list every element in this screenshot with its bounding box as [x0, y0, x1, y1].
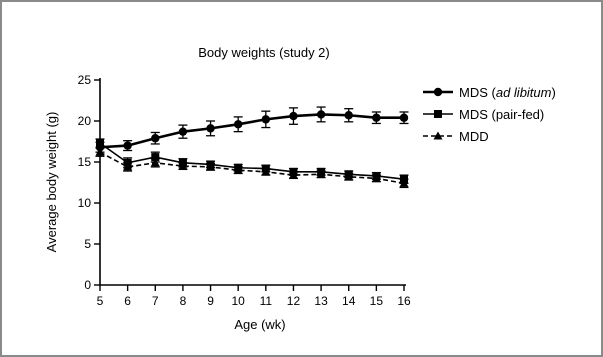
data-point — [123, 141, 132, 150]
data-point — [178, 158, 187, 167]
y-tick-label: 10 — [78, 196, 92, 210]
y-tick-label: 5 — [84, 237, 91, 251]
data-point — [400, 175, 408, 184]
data-point — [372, 113, 381, 122]
data-point — [344, 111, 353, 120]
data-point — [289, 167, 298, 176]
data-point — [123, 158, 132, 167]
x-tick-label: 9 — [207, 294, 214, 308]
x-tick-label: 14 — [342, 294, 356, 308]
legend-label-italic: ad libitum — [496, 85, 552, 100]
data-point — [317, 167, 326, 176]
legend-label: MDS (pair-fed) — [459, 107, 544, 122]
data-point — [206, 124, 215, 133]
x-tick-label: 12 — [287, 294, 301, 308]
plot-area — [95, 106, 409, 189]
data-point — [233, 120, 243, 129]
series-mds_ad — [95, 106, 409, 153]
x-tick-label: 11 — [260, 294, 273, 308]
data-point — [206, 160, 215, 169]
y-axis-label: Average body weight (g) — [44, 112, 59, 253]
data-point — [178, 127, 188, 136]
x-tick-label: 10 — [232, 294, 246, 308]
legend-label-suffix: ) — [551, 85, 555, 100]
data-point — [234, 163, 243, 172]
legend-label: MDD — [459, 129, 489, 144]
legend: MDS (ad libitum) MDS (pair-fed) MDD — [423, 85, 556, 144]
series-line-mdd — [99, 151, 405, 185]
x-tick-label: 8 — [180, 294, 187, 308]
y-tick-label: 25 — [78, 73, 92, 87]
legend-item-mdd: MDD — [423, 129, 489, 144]
chart-title: Body weights (study 2) — [198, 45, 330, 60]
series-line-mds_pair — [99, 142, 405, 181]
legend-marker — [433, 131, 443, 140]
series-mds_pair — [95, 138, 409, 184]
legend-label-prefix: MDS ( — [459, 85, 497, 100]
data-point — [344, 170, 353, 179]
data-point — [372, 171, 381, 180]
data-point — [261, 164, 270, 173]
x-tick-label: 13 — [314, 294, 328, 308]
data-point — [95, 143, 105, 152]
x-tick-label: 5 — [97, 294, 104, 308]
x-tick-label: 7 — [152, 294, 159, 308]
data-point — [399, 113, 409, 122]
x-tick-label: 16 — [397, 294, 411, 308]
legend-label: MDS (ad libitum) — [459, 85, 556, 100]
x-tick-label: 6 — [124, 294, 131, 308]
legend-item-mds_pair: MDS (pair-fed) — [423, 107, 544, 122]
series-line-mds_ad — [99, 113, 404, 149]
data-point — [151, 153, 160, 162]
data-point — [261, 115, 271, 124]
data-point — [289, 111, 298, 121]
x-axis-label: Age (wk) — [234, 317, 285, 332]
y-tick-label: 20 — [78, 114, 92, 128]
legend-marker — [433, 87, 443, 97]
data-point — [316, 110, 326, 119]
y-tick-label: 15 — [78, 155, 92, 169]
legend-marker — [434, 110, 442, 118]
y-tick-label: 0 — [84, 278, 91, 292]
legend-item-mds_ad: MDS (ad libitum) — [423, 85, 556, 100]
x-tick-label: 15 — [370, 294, 384, 308]
data-point — [151, 134, 160, 143]
